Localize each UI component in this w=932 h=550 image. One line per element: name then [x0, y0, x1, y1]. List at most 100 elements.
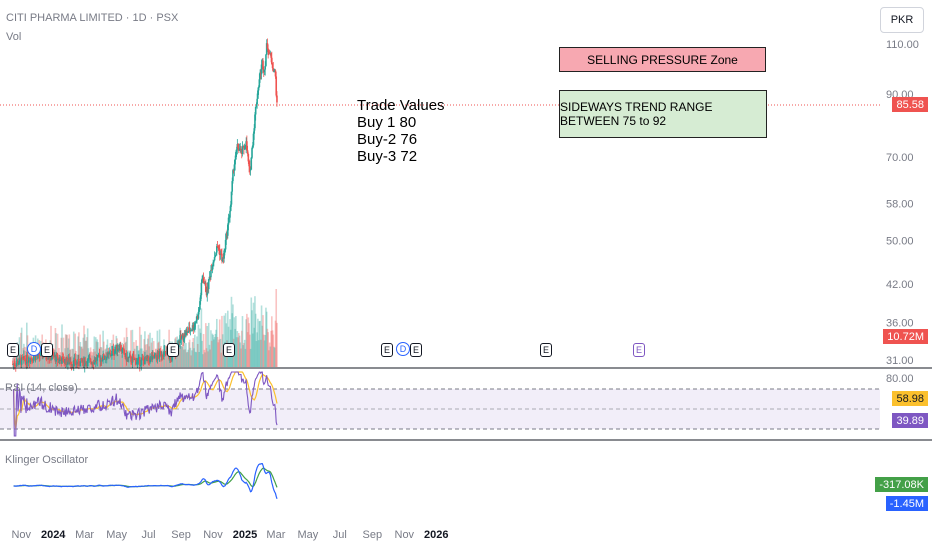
- volume-bar: [210, 340, 213, 367]
- volume-bar: [152, 341, 155, 367]
- earnings-icon[interactable]: E: [381, 343, 393, 357]
- candle-body: [253, 128, 256, 134]
- candle-body: [179, 335, 181, 344]
- earnings-icon[interactable]: E: [167, 343, 179, 357]
- volume-bar: [192, 338, 195, 367]
- volume-bar: [103, 355, 106, 367]
- volume-bar: [238, 335, 241, 367]
- volume-bar: [201, 340, 203, 367]
- candle-body: [211, 265, 214, 271]
- volume-bar: [125, 327, 128, 367]
- candle-body: [276, 95, 278, 103]
- candle-body: [237, 144, 239, 148]
- volume-bar: [234, 328, 236, 367]
- earnings-icon[interactable]: E: [7, 343, 19, 357]
- volume-bar: [68, 334, 71, 367]
- volume-bar: [276, 322, 278, 367]
- upcoming-earnings-icon[interactable]: E: [633, 343, 645, 357]
- price-tick-label: 58.00: [886, 199, 914, 211]
- earnings-icon[interactable]: E: [41, 343, 53, 357]
- volume-bar: [235, 316, 237, 367]
- candle-body: [103, 354, 105, 360]
- dividend-icon[interactable]: D: [396, 342, 410, 356]
- dividend-icon[interactable]: D: [27, 342, 41, 356]
- candle-body: [61, 357, 63, 364]
- candle-body: [180, 336, 183, 339]
- volume-bar: [149, 332, 151, 367]
- volume-bar: [273, 346, 275, 367]
- candle-body: [204, 282, 207, 292]
- candle-body: [147, 355, 150, 360]
- volume-bar: [243, 339, 246, 367]
- volume-bar: [165, 345, 167, 367]
- candle-body: [259, 72, 261, 80]
- candle-body: [135, 359, 137, 365]
- candle-body: [247, 154, 250, 162]
- candle-body: [235, 149, 238, 153]
- candle-body: [234, 159, 236, 165]
- candle-body: [15, 363, 18, 366]
- volume-bar: [269, 346, 272, 367]
- candle-body: [225, 232, 228, 240]
- volume-bar: [61, 324, 63, 367]
- volume-bar: [138, 326, 141, 367]
- candle-body: [98, 354, 101, 358]
- volume-bar: [108, 354, 111, 367]
- candle-body: [200, 282, 203, 296]
- candle-body: [252, 133, 255, 146]
- volume-bar: [233, 317, 236, 367]
- time-tick-label: Mar: [266, 529, 285, 541]
- volume-bar: [116, 353, 119, 367]
- earnings-icon[interactable]: E: [223, 343, 235, 357]
- volume-bar: [84, 340, 87, 367]
- klinger-line: [13, 463, 278, 499]
- volume-bar: [200, 308, 203, 367]
- earnings-icon[interactable]: E: [410, 343, 422, 357]
- candle-body: [210, 269, 213, 271]
- candle-body: [112, 348, 115, 355]
- candle-body: [213, 260, 215, 263]
- candle-body: [238, 149, 241, 151]
- price-axis: 110.0090.0070.0058.0050.0042.0036.0031.0…: [886, 39, 919, 367]
- price-tick-label: 42.00: [886, 279, 914, 291]
- candle-body: [248, 161, 250, 167]
- volume-bar: [91, 355, 93, 367]
- rsi-badge: 39.89: [892, 413, 928, 428]
- earnings-icon[interactable]: E: [540, 343, 552, 357]
- volume-bar: [156, 330, 159, 367]
- volume-bar: [83, 334, 86, 367]
- candle-body: [235, 152, 237, 160]
- volume-bar: [37, 350, 40, 367]
- volume-bar: [172, 353, 175, 367]
- volume-bar: [184, 349, 187, 367]
- currency-button[interactable]: PKR: [880, 7, 924, 33]
- candle-body: [130, 356, 132, 362]
- volume-bar: [102, 330, 104, 367]
- selling-pressure-zone[interactable]: SELLING PRESSURE Zone: [559, 47, 766, 72]
- candle-body: [13, 363, 16, 366]
- candle-body: [244, 147, 247, 149]
- candle-body: [100, 358, 103, 361]
- sideways-trend-zone[interactable]: SIDEWAYS TREND RANGE BETWEEN 75 to 92: [559, 90, 767, 138]
- volume-bar: [74, 333, 77, 367]
- candle-body: [208, 276, 211, 280]
- volume-bar: [67, 338, 70, 367]
- volume-bar: [189, 347, 192, 367]
- volume-bar: [198, 351, 200, 367]
- buy-line-2: Buy-2 76: [357, 131, 418, 148]
- rsi-band: [0, 389, 880, 429]
- volume-bar: [214, 333, 217, 367]
- candle-body: [136, 359, 139, 363]
- candle-body: [206, 286, 209, 296]
- candle-body: [251, 145, 254, 149]
- volume-bar: [64, 348, 66, 367]
- time-tick-label: Jul: [142, 529, 156, 541]
- volume-bar: [191, 342, 194, 367]
- volume-bar: [80, 346, 82, 367]
- volume-bar: [273, 347, 276, 367]
- time-tick-label: 2025: [233, 529, 257, 541]
- time-tick-label: Sep: [363, 529, 383, 541]
- candle-body: [182, 334, 184, 341]
- candle-body: [70, 362, 72, 365]
